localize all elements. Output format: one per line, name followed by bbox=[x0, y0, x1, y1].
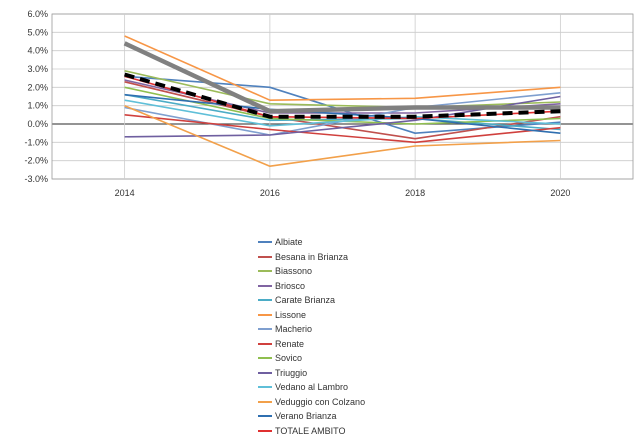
legend-item: Lissone bbox=[258, 308, 365, 323]
legend-item: Verano Brianza bbox=[258, 409, 365, 424]
legend-item: Triuggio bbox=[258, 366, 365, 381]
legend-swatch bbox=[258, 342, 272, 345]
legend-label: Carate Brianza bbox=[275, 295, 336, 306]
x-tick-label: 2016 bbox=[260, 188, 280, 198]
legend-item: Macherio bbox=[258, 322, 365, 337]
y-tick-label: 6.0% bbox=[27, 9, 48, 19]
legend-label: Macherio bbox=[275, 324, 313, 335]
series-lines bbox=[124, 35, 561, 167]
y-tick-label: -3.0% bbox=[24, 174, 48, 184]
series-line bbox=[124, 35, 561, 101]
legend-swatch bbox=[258, 255, 272, 258]
legend-swatch bbox=[258, 357, 272, 360]
series-line bbox=[124, 70, 561, 109]
x-tick-label: 2018 bbox=[405, 188, 425, 198]
legend-label: Briosco bbox=[275, 280, 306, 291]
y-tick-label: 4.0% bbox=[27, 46, 48, 56]
legend-label: TOTALE AMBITO bbox=[275, 425, 346, 436]
legend-label: Besana in Brianza bbox=[275, 251, 349, 262]
y-axis: -3.0% -2.0% -1.0% 0.0% 1.0% 2.0% 3.0% 4.0% 5.0% 6… bbox=[24, 9, 48, 184]
x-tick-label: 2020 bbox=[550, 188, 570, 198]
legend-item: Briosco bbox=[258, 279, 365, 294]
series-line bbox=[124, 95, 561, 138]
y-tick-label: 3.0% bbox=[27, 64, 48, 74]
legend-swatch bbox=[258, 270, 272, 273]
gray-thick-line bbox=[123, 41, 561, 114]
legend-label: Renate bbox=[275, 338, 305, 349]
overlay-lines bbox=[123, 41, 561, 119]
x-tick-label: 2014 bbox=[115, 188, 135, 198]
x-axis: 2014 2016 2018 2020 bbox=[115, 188, 571, 198]
legend-item: Besana in Brianza bbox=[258, 250, 365, 265]
legend-label: Verano Brianza bbox=[275, 411, 337, 422]
legend-swatch bbox=[258, 400, 272, 403]
legend-item: Albiate bbox=[258, 235, 365, 250]
legend-swatch bbox=[258, 284, 272, 287]
y-tick-label: -1.0% bbox=[24, 137, 48, 147]
y-tick-label: -2.0% bbox=[24, 156, 48, 166]
series-line bbox=[124, 104, 561, 167]
legend-swatch bbox=[258, 371, 272, 374]
y-tick-label: 5.0% bbox=[27, 27, 48, 37]
legend-item: Sovico bbox=[258, 351, 365, 366]
series-line bbox=[124, 93, 561, 134]
y-tick-label: 0.0% bbox=[27, 119, 48, 129]
series-line bbox=[124, 99, 561, 127]
legend-label: Sovico bbox=[275, 353, 303, 364]
legend-label: Triuggio bbox=[275, 367, 308, 378]
chart-legend: Albiate Besana in Brianza Biassono Briosco C… bbox=[258, 235, 365, 438]
dashed-average-line bbox=[124, 72, 561, 119]
legend-item: Renate bbox=[258, 337, 365, 352]
legend-item: Carate Brianza bbox=[258, 293, 365, 308]
legend-label: Albiate bbox=[275, 237, 303, 248]
legend-item: Biassono bbox=[258, 264, 365, 279]
y-tick-label: 1.0% bbox=[27, 101, 48, 111]
legend-swatch bbox=[258, 299, 272, 302]
legend-swatch bbox=[258, 415, 272, 418]
legend-label: Veduggio con Colzano bbox=[275, 396, 366, 407]
legend-swatch bbox=[258, 429, 272, 432]
series-line bbox=[124, 93, 561, 131]
series-line bbox=[124, 114, 561, 144]
legend-item: Vedano al Lambro bbox=[258, 380, 365, 395]
legend-swatch bbox=[258, 241, 272, 244]
legend-label: Vedano al Lambro bbox=[275, 382, 349, 393]
legend-item: Veduggio con Colzano bbox=[258, 395, 365, 410]
legend-swatch bbox=[258, 313, 272, 316]
legend-swatch bbox=[258, 328, 272, 331]
legend-swatch bbox=[258, 386, 272, 389]
legend-label: Biassono bbox=[275, 266, 313, 277]
plot-frame bbox=[51, 13, 634, 180]
y-tick-label: 2.0% bbox=[27, 82, 48, 92]
legend-item: TOTALE AMBITO bbox=[258, 424, 365, 439]
line-chart: -3.0% -2.0% -1.0% 0.0% 1.0% 2.0% 3.0% 4.0% 5.0% 6… bbox=[24, 9, 634, 198]
legend-label: Lissone bbox=[275, 309, 307, 320]
